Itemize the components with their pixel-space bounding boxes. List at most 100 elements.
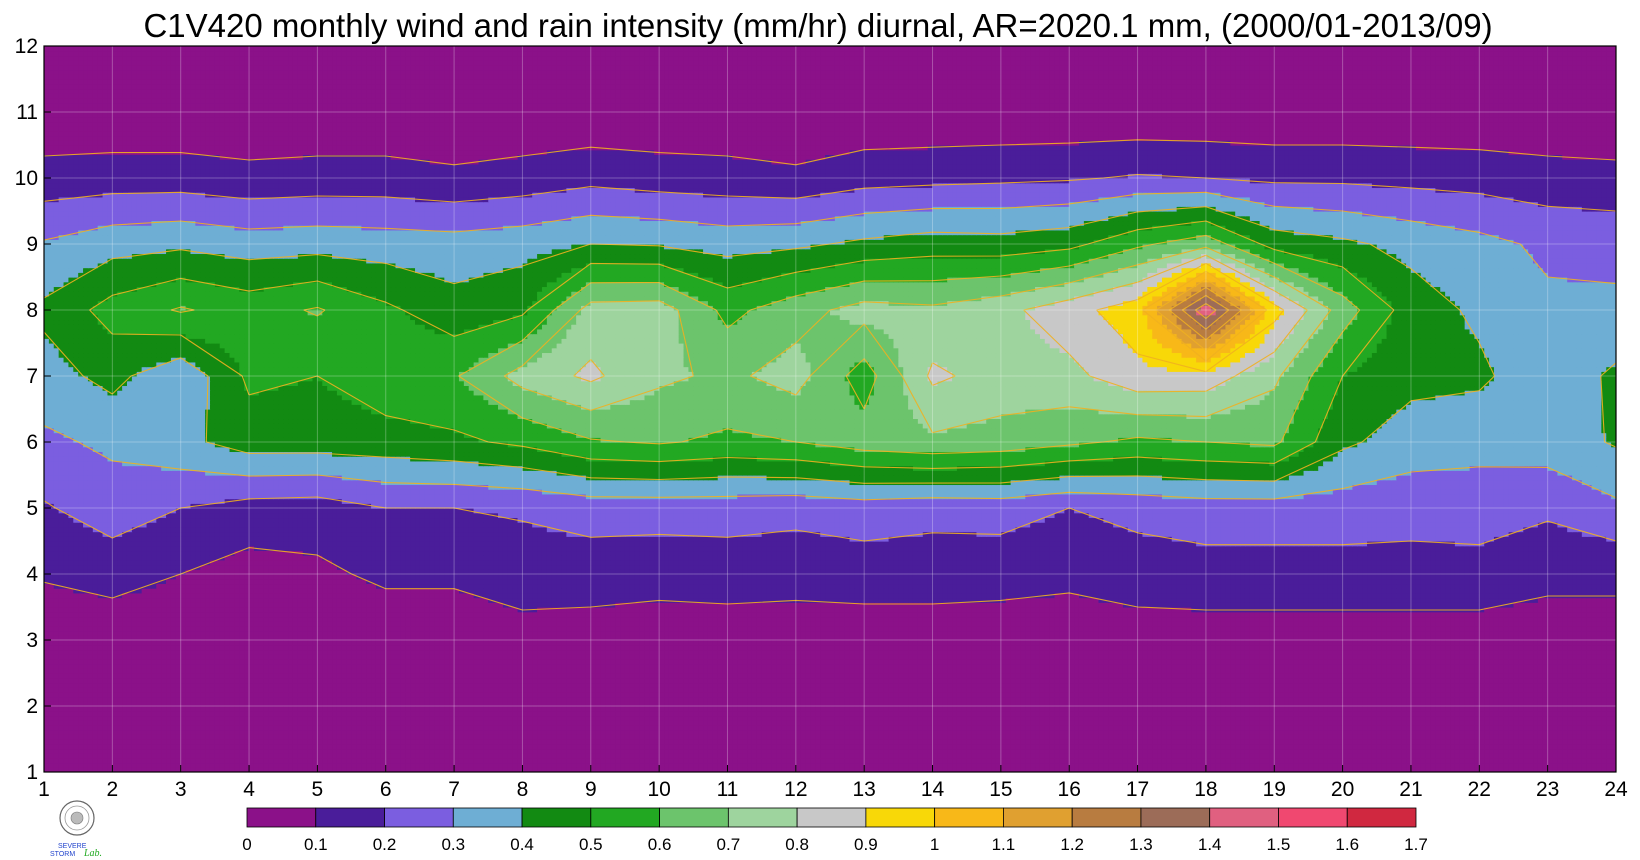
contour-cell xyxy=(78,753,83,758)
contour-cell xyxy=(820,730,825,735)
contour-cell xyxy=(1572,758,1577,763)
contour-cell xyxy=(186,697,191,702)
contour-cell xyxy=(796,753,801,758)
contour-cell xyxy=(1528,720,1533,725)
contour-cell xyxy=(190,758,195,763)
contour-cell xyxy=(1177,753,1182,758)
contour-cell xyxy=(1352,720,1357,725)
contour-cell xyxy=(479,753,484,758)
contour-cell xyxy=(1221,748,1226,753)
contour-cell xyxy=(620,730,625,735)
contour-cell xyxy=(801,744,806,749)
contour-cell xyxy=(54,715,59,720)
contour-cell xyxy=(864,739,869,744)
contour-cell xyxy=(1001,725,1006,730)
contour-cell xyxy=(151,720,156,725)
contour-cell xyxy=(1435,744,1440,749)
contour-cell xyxy=(1596,715,1601,720)
contour-cell xyxy=(147,730,152,735)
contour-cell xyxy=(757,730,762,735)
contour-cell xyxy=(1382,725,1387,730)
contour-cell xyxy=(1460,711,1465,716)
contour-cell xyxy=(815,715,820,720)
contour-cell xyxy=(1230,748,1235,753)
contour-cell xyxy=(635,720,640,725)
contour-cell xyxy=(127,711,132,716)
contour-cell xyxy=(225,758,230,763)
contour-cell xyxy=(679,711,684,716)
contour-cell xyxy=(1460,748,1465,753)
contour-cell xyxy=(1504,730,1509,735)
contour-cell xyxy=(630,763,635,768)
contour-cell xyxy=(796,739,801,744)
contour-cell xyxy=(68,711,73,716)
contour-cell xyxy=(1416,758,1421,763)
contour-cell xyxy=(1347,725,1352,730)
contour-cell xyxy=(571,734,576,739)
contour-cell xyxy=(674,739,679,744)
contour-cell xyxy=(371,763,376,768)
contour-cell xyxy=(947,753,952,758)
contour-cell xyxy=(1513,734,1518,739)
contour-cell xyxy=(1035,739,1040,744)
contour-cell xyxy=(278,734,283,739)
contour-cell xyxy=(1504,758,1509,763)
contour-cell xyxy=(659,711,664,716)
contour-cell xyxy=(474,725,479,730)
contour-cell xyxy=(469,739,474,744)
contour-cell xyxy=(439,711,444,716)
contour-cell xyxy=(820,715,825,720)
contour-cell xyxy=(259,753,264,758)
contour-cell xyxy=(874,725,879,730)
contour-cell xyxy=(483,758,488,763)
contour-cell xyxy=(840,730,845,735)
contour-cell xyxy=(718,753,723,758)
contour-cell xyxy=(532,753,537,758)
contour-cell xyxy=(1445,744,1450,749)
contour-cell xyxy=(1157,706,1162,711)
contour-cell xyxy=(684,739,689,744)
contour-cell xyxy=(571,739,576,744)
contour-cell xyxy=(576,697,581,702)
contour-cell xyxy=(893,720,898,725)
contour-cell xyxy=(781,734,786,739)
contour-cell xyxy=(371,734,376,739)
contour-cell xyxy=(1352,715,1357,720)
contour-cell xyxy=(1465,706,1470,711)
contour-cell xyxy=(269,720,274,725)
contour-cell xyxy=(464,715,469,720)
contour-cell xyxy=(1504,711,1509,716)
contour-cell xyxy=(1182,744,1187,749)
contour-cell xyxy=(1230,720,1235,725)
contour-cell xyxy=(1470,725,1475,730)
contour-cell xyxy=(1216,711,1221,716)
contour-cell xyxy=(230,711,235,716)
contour-cell xyxy=(1167,711,1172,716)
contour-cell xyxy=(908,734,913,739)
contour-cell xyxy=(391,758,396,763)
contour-cell xyxy=(1113,706,1118,711)
contour-cell xyxy=(493,734,498,739)
contour-cell xyxy=(1182,748,1187,753)
contour-cell xyxy=(215,730,220,735)
contour-cell xyxy=(78,748,83,753)
contour-cell xyxy=(1347,753,1352,758)
contour-cell xyxy=(1504,763,1509,768)
contour-cell xyxy=(576,744,581,749)
contour-cell xyxy=(786,763,791,768)
contour-cell xyxy=(1079,744,1084,749)
contour-cell xyxy=(913,744,918,749)
contour-cell xyxy=(425,748,430,753)
contour-cell xyxy=(405,730,410,735)
contour-cell xyxy=(425,715,430,720)
contour-cell xyxy=(601,711,606,716)
contour-cell xyxy=(532,730,537,735)
contour-cell xyxy=(727,758,732,763)
contour-cell xyxy=(469,763,474,768)
contour-cell xyxy=(503,725,508,730)
contour-cell xyxy=(400,758,405,763)
contour-cell xyxy=(1230,711,1235,716)
contour-cell xyxy=(976,730,981,735)
contour-cell xyxy=(1294,706,1299,711)
contour-cell xyxy=(1435,720,1440,725)
